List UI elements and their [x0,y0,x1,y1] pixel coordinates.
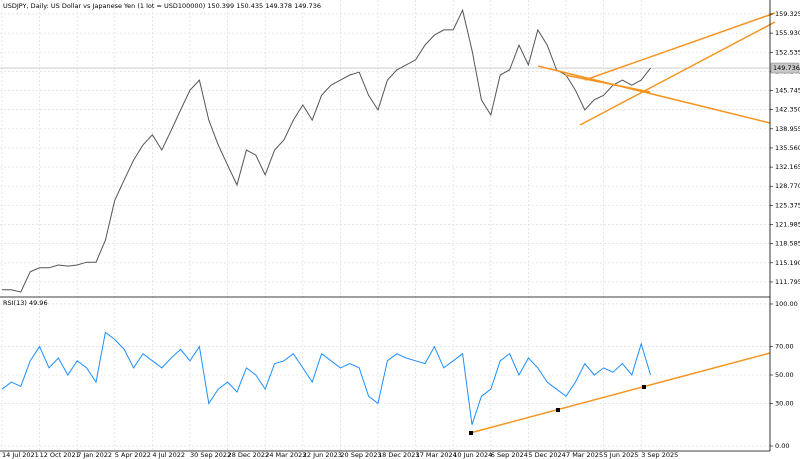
anchor-point [556,408,560,412]
x-tick-label: 5 Apr 2022 [115,451,151,459]
x-tick-label: 12 Oct 2021 [40,451,80,459]
x-tick-label: 5 Jun 2025 [604,451,639,459]
y-tick-label: 155.930 [775,29,800,37]
x-tick-label: 28 Dec 2022 [228,451,270,459]
rsi-trend-line [469,352,771,434]
y-tick-label: 100.00 [775,300,798,308]
x-tick-label: 7 Jan 2022 [77,451,112,459]
y-tick-label: 125.375 [775,201,800,209]
x-tick-label: 10 Jun 2024 [453,451,492,459]
trend-line [537,65,771,124]
y-tick-label: 0.00 [775,442,789,450]
x-tick-label: 14 Jul 2021 [2,451,39,459]
x-tick-label: 17 Mar 2024 [416,451,457,459]
price-line [2,8,651,293]
y-tick-label: 70.00 [775,343,794,351]
x-tick-label: 6 Sep 2024 [491,451,528,459]
trend-line [584,12,776,81]
grid-layer [0,0,770,451]
marks-layer [1,8,652,425]
x-tick-label: 18 Dec 2023 [378,451,420,459]
y-tick-label: 159.325 [775,10,800,18]
anchor-points [469,385,646,435]
y-tick-label: 132.165 [775,163,800,171]
x-tick-label: 20 Sep 2023 [340,451,381,459]
x-tick-label: 22 Jun 2023 [303,451,342,459]
y-tick-label: 115.190 [775,259,800,267]
y-tick-label: 145.745 [775,87,800,95]
y-tick-label: 142.350 [775,106,800,114]
x-tick-label: 24 Mar 2023 [265,451,306,459]
trend-line [564,74,651,93]
anchor-point [642,385,646,389]
y-tick-label: 50.00 [775,371,794,379]
anchor-point [469,431,473,435]
y-tick-label: 118.585 [775,240,800,248]
trend-lines [469,12,776,434]
trend-line [579,21,776,126]
last-price-label: 149.736 [773,64,800,72]
rsi-title: RSI(13) 49.96 [3,299,48,307]
y-tick-label: 121.985 [775,220,800,228]
chart-title: USDJPY, Daily: US Dollar vs Japanese Yen… [3,2,321,10]
x-tick-label: 4 Jul 2022 [152,451,185,459]
x-tick-label: 30 Sep 2022 [190,451,231,459]
y-tick-label: 30.00 [775,399,794,407]
y-tick-label: 138.955 [775,125,800,133]
last-price-box [770,62,800,74]
x-tick-label: 5 Dec 2024 [528,451,565,459]
y-tick-label: 128.770 [775,182,800,190]
y-tick-label: 152.535 [775,48,800,56]
x-tick-label: 3 Sep 2025 [641,451,678,459]
y-tick-label: 135.560 [775,144,800,152]
y-tick-label: 111.795 [775,278,800,286]
price-line [1,331,652,425]
x-tick-label: 7 Mar 2025 [566,451,603,459]
